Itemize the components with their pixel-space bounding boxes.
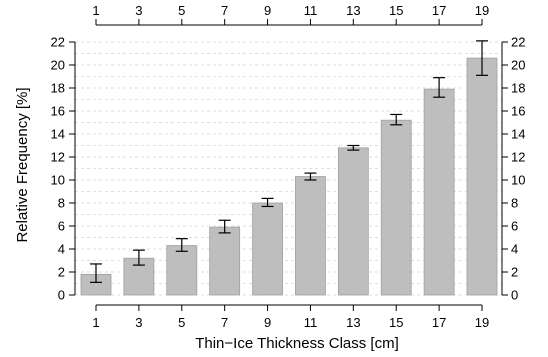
x-tick-label-top: 3 [135, 3, 142, 18]
error-bar-17 [433, 77, 446, 98]
y-tick-label-left: 10 [51, 173, 65, 188]
x-tick-label-bottom: 15 [389, 315, 403, 330]
y-tick-label-left: 2 [58, 265, 65, 280]
y-tick-label-right: 8 [511, 196, 518, 211]
y-tick-label-right: 6 [511, 219, 518, 234]
x-tick-label-bottom: 11 [304, 315, 318, 330]
y-tick-label-left: 20 [51, 58, 65, 73]
y-tick-label-right: 0 [511, 288, 518, 303]
bar-17 [423, 88, 455, 296]
bars [80, 57, 498, 296]
y-tick-label-right: 16 [511, 104, 525, 119]
y-tick-label-left: 14 [51, 127, 65, 142]
error-bar-13 [347, 144, 360, 151]
y-tick-label-right: 22 [511, 35, 525, 50]
bar-5 [166, 245, 198, 296]
x-tick-label-top: 7 [221, 3, 228, 18]
x-tick-label-top: 11 [304, 3, 318, 18]
y-tick-label-left: 12 [51, 150, 65, 165]
error-bar-15 [390, 113, 403, 126]
y-tick-label-right: 4 [511, 242, 518, 257]
x-tick-label-bottom: 19 [475, 315, 489, 330]
x-tick-label-bottom: 17 [432, 315, 446, 330]
y-tick-label-right: 18 [511, 81, 525, 96]
error-bar-5 [175, 238, 188, 252]
error-bar-1 [90, 263, 102, 283]
x-tick-label-top: 9 [264, 3, 271, 18]
x-tick-label-top: 15 [389, 3, 403, 18]
error-bar-7 [218, 219, 231, 234]
x-tick-label-bottom: 7 [221, 315, 228, 330]
bar-9 [252, 202, 283, 296]
x-tick-label-bottom: 9 [264, 315, 271, 330]
y-tick-label-left: 18 [51, 81, 65, 96]
x-tick-label-bottom: 5 [178, 315, 185, 330]
y-tick-label-right: 12 [511, 150, 525, 165]
bar-13 [337, 147, 369, 296]
error-bar-9 [261, 197, 274, 208]
y-axis-title: Relative Frequency [%] [14, 87, 31, 242]
x-tick-label-bottom: 3 [135, 315, 142, 330]
y-tick-label-left: 16 [51, 104, 65, 119]
x-tick-label-bottom: 13 [346, 315, 360, 330]
x-tick-label-top: 13 [346, 3, 360, 18]
y-tick-label-left: 4 [58, 242, 65, 257]
x-tick-label-top: 5 [178, 3, 185, 18]
y-tick-label-right: 10 [511, 173, 525, 188]
bar-19 [466, 57, 498, 296]
axes [69, 19, 508, 311]
x-tick-label-top: 1 [92, 3, 99, 18]
y-tick-label-left: 6 [58, 219, 65, 234]
y-tick-label-left: 8 [58, 196, 65, 211]
error-bar-11 [304, 172, 317, 181]
x-tick-label-top: 17 [432, 3, 446, 18]
x-axis-title: Thin−Ice Thickness Class [cm] [195, 335, 399, 352]
y-tick-label-right: 14 [511, 127, 525, 142]
error-bars [90, 40, 488, 283]
bar-15 [380, 119, 412, 296]
bar-11 [295, 176, 326, 296]
error-bar-19 [476, 40, 488, 76]
x-tick-label-top: 19 [475, 3, 489, 18]
y-tick-label-right: 2 [511, 265, 518, 280]
error-bar-3 [132, 249, 145, 266]
y-tick-label-left: 0 [58, 288, 65, 303]
y-tick-label-right: 20 [511, 58, 525, 73]
y-tick-label-left: 22 [51, 35, 65, 50]
x-tick-label-bottom: 1 [92, 315, 99, 330]
bar-7 [209, 226, 241, 296]
